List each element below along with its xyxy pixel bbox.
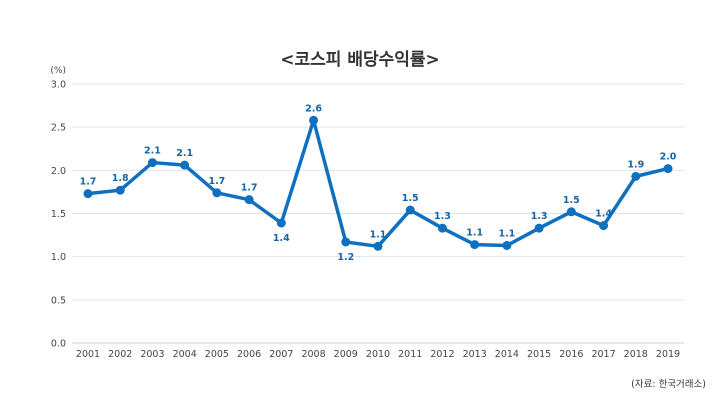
data-point <box>341 237 351 247</box>
data-label: 1.2 <box>337 252 354 263</box>
data-label: 2.6 <box>305 103 322 114</box>
chart-title: <코스피 배당수익률> <box>280 50 440 70</box>
data-point <box>534 223 544 233</box>
x-tick-label: 2009 <box>334 349 358 360</box>
data-label: 1.4 <box>273 233 290 244</box>
data-label: 1.8 <box>112 173 129 184</box>
data-label: 1.9 <box>627 159 644 170</box>
x-tick-label: 2013 <box>463 349 487 360</box>
x-tick-label: 2017 <box>591 349 615 360</box>
x-tick-label: 2019 <box>656 349 680 360</box>
data-point <box>470 240 480 250</box>
y-tick-label: 2.0 <box>51 166 66 177</box>
x-tick-label: 2001 <box>76 349 100 360</box>
data-point <box>180 160 190 170</box>
x-tick-label: 2016 <box>559 349 583 360</box>
data-point <box>437 223 447 233</box>
data-label: 1.7 <box>208 176 225 187</box>
data-label: 1.3 <box>531 211 548 222</box>
x-tick-label: 2004 <box>173 349 197 360</box>
y-tick-label: 1.0 <box>51 252 66 263</box>
series-dividend-yield <box>83 115 673 251</box>
x-tick-label: 2011 <box>398 349 422 360</box>
x-tick-label: 2010 <box>366 349 390 360</box>
data-label: 1.7 <box>80 177 97 188</box>
data-point <box>83 189 93 199</box>
data-point <box>663 164 673 174</box>
data-point <box>566 207 576 217</box>
data-point <box>599 221 609 231</box>
y-tick-label: 0.0 <box>51 339 66 350</box>
y-axis-tick-labels: 0.0 0.5 1.0 1.5 2.0 2.5 3.0 <box>51 80 66 350</box>
data-point <box>373 241 383 251</box>
source-note: (자료: 한국거래소) <box>631 379 706 390</box>
data-label: 2.1 <box>144 146 161 157</box>
data-label: 2.1 <box>176 148 193 159</box>
data-point <box>244 195 254 205</box>
x-tick-label: 2015 <box>527 349 551 360</box>
x-tick-label: 2007 <box>269 349 293 360</box>
data-label: 1.5 <box>563 195 580 206</box>
data-point <box>147 158 157 168</box>
data-label: 1.1 <box>370 229 387 240</box>
data-point <box>309 115 319 125</box>
data-point <box>115 185 125 195</box>
y-tick-label: 0.5 <box>51 295 66 306</box>
x-tick-label: 2012 <box>430 349 454 360</box>
data-point <box>502 240 512 250</box>
data-point <box>405 205 415 215</box>
data-labels: 1.7 1.8 2.1 2.1 1.7 1.7 1.4 2.6 1.2 1.1 1.5 1.3 1.1 1… <box>80 103 677 263</box>
y-tick-label: 2.5 <box>51 123 66 134</box>
x-tick-label: 2018 <box>624 349 648 360</box>
data-label: 1.3 <box>434 211 451 222</box>
data-point <box>276 218 286 228</box>
x-tick-label: 2014 <box>495 349 519 360</box>
data-point <box>631 171 641 181</box>
data-label: 1.7 <box>241 183 258 194</box>
data-label: 1.5 <box>402 193 419 204</box>
data-label: 2.0 <box>660 152 677 163</box>
y-axis-unit-label: (%) <box>50 66 66 76</box>
y-tick-label: 3.0 <box>51 80 66 91</box>
x-tick-label: 2002 <box>108 349 132 360</box>
data-label: 1.1 <box>498 228 515 239</box>
y-tick-label: 1.5 <box>51 209 66 220</box>
x-tick-label: 2003 <box>140 349 164 360</box>
data-point <box>212 188 222 198</box>
data-label: 1.4 <box>595 209 612 220</box>
data-label: 1.1 <box>466 228 483 239</box>
x-tick-label: 2008 <box>301 349 325 360</box>
series-line <box>86 118 670 249</box>
x-tick-label: 2005 <box>205 349 229 360</box>
x-axis-tick-labels: 2001 2002 2003 2004 2005 2006 2007 2008 2009 2010… <box>76 349 680 360</box>
x-tick-label: 2006 <box>237 349 261 360</box>
gridlines <box>72 83 684 344</box>
